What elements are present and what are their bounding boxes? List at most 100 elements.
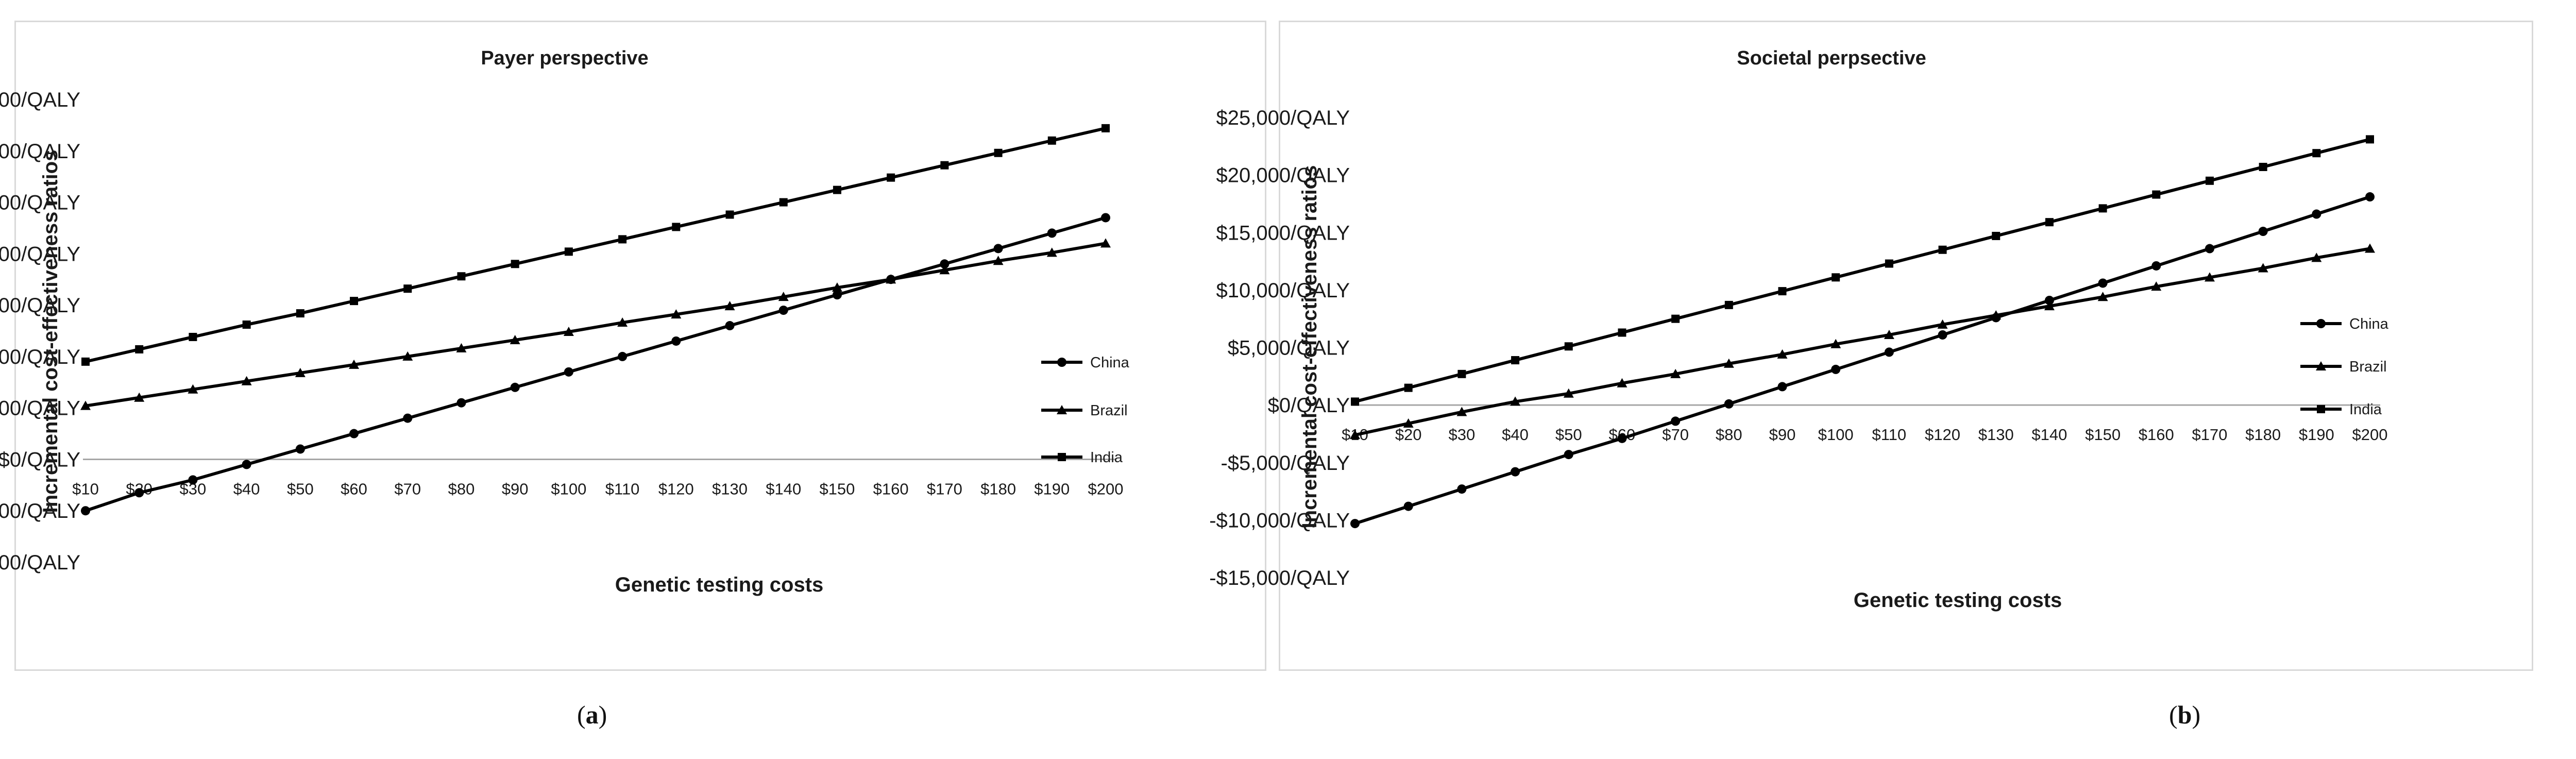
- data-point-china: [188, 475, 198, 485]
- x-tick-label: $80: [448, 480, 475, 498]
- chart-title: Payer perspective: [481, 47, 648, 69]
- x-tick-label: $200: [2352, 426, 2388, 444]
- caption-a: (a): [577, 700, 607, 729]
- series-brazil: [1350, 243, 2375, 440]
- y-tick-label: -$10,000/QALY: [1209, 509, 1350, 532]
- series-line-india: [85, 126, 1106, 363]
- data-point-india: [350, 297, 359, 306]
- x-tick-label: $60: [341, 480, 367, 498]
- data-point-brazil: [1350, 430, 1360, 440]
- data-point-india: [725, 210, 734, 219]
- x-tick-label: $100: [551, 480, 586, 498]
- data-point-india: [296, 309, 304, 318]
- y-tick-label: $10,000/QALY: [0, 346, 80, 368]
- data-point-china: [618, 351, 628, 361]
- data-point-brazil: [80, 400, 91, 410]
- data-point-india: [2152, 190, 2161, 199]
- legend-marker: [1057, 405, 1067, 414]
- data-point-china: [1350, 519, 1360, 529]
- y-tick-label: -$15,000/QALY: [1209, 567, 1350, 589]
- x-tick-label: $130: [712, 480, 748, 498]
- x-tick-label: $10: [72, 480, 99, 498]
- x-tick-label: $150: [2085, 426, 2121, 444]
- x-tick-label: $40: [233, 480, 260, 498]
- legend-label: China: [2349, 316, 2389, 332]
- data-point-china: [2044, 295, 2054, 305]
- data-point-brazil: [456, 343, 467, 352]
- data-point-brazil: [832, 282, 842, 292]
- data-point-brazil: [1723, 358, 1734, 368]
- data-point-brazil: [993, 256, 1004, 265]
- series-brazil: [80, 238, 1111, 410]
- legend-marker: [1058, 453, 1066, 461]
- y-tick-label: $15,000/QALY: [1216, 222, 1350, 244]
- y-tick-label: $20,000/QALY: [0, 243, 80, 265]
- legend-label: India: [2349, 401, 2382, 418]
- data-point-india: [1671, 314, 1680, 323]
- data-point-india: [940, 161, 949, 170]
- data-point-india: [1778, 287, 1787, 296]
- data-point-india: [887, 173, 895, 182]
- data-point-india: [994, 148, 1003, 157]
- y-tick-label: $15,000/QALY: [0, 294, 80, 317]
- data-point-brazil: [2044, 301, 2055, 311]
- data-point-brazil: [778, 292, 789, 301]
- y-tick-label: $25,000/QALY: [1216, 107, 1350, 129]
- data-point-brazil: [2311, 252, 2322, 262]
- data-point-china: [2312, 209, 2321, 219]
- data-point-china: [134, 488, 144, 498]
- data-point-india: [2045, 218, 2054, 227]
- x-tick-label: $150: [819, 480, 855, 498]
- x-tick-label: $110: [605, 480, 640, 498]
- data-point-brazil: [349, 359, 360, 369]
- caption-b: (b): [2169, 700, 2201, 729]
- y-tick-label: -$5,000/QALY: [1221, 452, 1350, 475]
- legend-label: China: [1090, 355, 1130, 371]
- data-point-brazil: [617, 317, 628, 327]
- data-point-china: [510, 382, 520, 392]
- data-point-china: [1511, 467, 1520, 477]
- data-point-brazil: [1937, 319, 1948, 329]
- data-point-china: [1564, 450, 1573, 460]
- series-india: [1351, 135, 2374, 406]
- data-point-india: [403, 284, 412, 293]
- y-tick-label: $35,000/QALY: [0, 89, 80, 111]
- data-point-china: [778, 306, 788, 315]
- data-point-brazil: [2365, 243, 2375, 253]
- data-point-india: [1832, 273, 1840, 282]
- x-tick-label: $50: [287, 480, 314, 498]
- chart-a: Payer perspective -$10,000/QALY -$5,000/QA…: [0, 47, 1130, 596]
- series-line-brazil: [85, 242, 1106, 408]
- data-point-brazil: [724, 301, 735, 311]
- data-point-brazil: [188, 384, 198, 394]
- data-point-china: [81, 506, 90, 516]
- y-axis-title: Incremental cost-effectiveness ratios: [1298, 165, 1321, 529]
- data-point-china: [2258, 227, 2268, 237]
- x-tick-label: $20: [1395, 426, 1422, 444]
- series-india: [81, 124, 1110, 366]
- x-tick-label: $140: [766, 480, 801, 498]
- series-line-china: [1354, 195, 2370, 525]
- data-point-china: [295, 444, 305, 454]
- data-point-brazil: [2151, 281, 2162, 291]
- y-axis-title: Incremental cost-effectiveness ratios: [39, 150, 62, 513]
- data-point-brazil: [2258, 263, 2268, 273]
- data-point-india: [1724, 300, 1733, 309]
- legend-marker: [1057, 358, 1066, 367]
- data-point-india: [1885, 259, 1893, 268]
- data-point-india: [1511, 356, 1520, 365]
- x-tick-label: $80: [1716, 426, 1742, 444]
- x-tick-label: $180: [980, 480, 1016, 498]
- legend-label: Brazil: [1090, 402, 1128, 419]
- data-point-china: [2151, 261, 2161, 271]
- y-tick-label: -$10,000/QALY: [0, 551, 80, 574]
- legend-marker: [2316, 361, 2326, 370]
- data-point-brazil: [2204, 272, 2215, 282]
- data-point-brazil: [563, 326, 574, 336]
- x-tick-label: $190: [2299, 426, 2334, 444]
- data-point-china: [832, 290, 842, 300]
- data-point-china: [1884, 347, 1894, 357]
- data-point-brazil: [2097, 292, 2108, 301]
- data-point-china: [725, 321, 735, 331]
- legend-item-india: India: [2300, 401, 2382, 418]
